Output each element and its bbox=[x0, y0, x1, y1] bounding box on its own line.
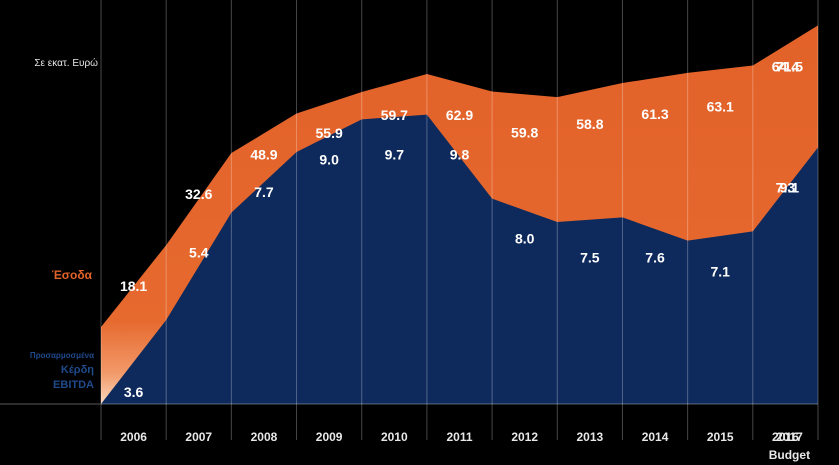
legend-ebitda-label: Προσαρμοσμένα Κέρδη EBITDA bbox=[4, 348, 94, 393]
x-tick-label: 2012 bbox=[511, 430, 538, 444]
revenue-data-label: 71.5 bbox=[776, 58, 803, 74]
revenue-data-label: 61.3 bbox=[641, 106, 668, 122]
ebitda-data-label: 9.7 bbox=[385, 147, 405, 163]
x-tick-label: 2016 bbox=[772, 430, 799, 444]
ebitda-data-label: 3.6 bbox=[124, 384, 144, 400]
ebitda-data-label: 9.0 bbox=[319, 151, 339, 167]
legend-revenue-label: Έσοδα bbox=[51, 268, 92, 282]
revenue-data-label: 48.9 bbox=[250, 147, 277, 163]
ebitda-data-label: 9.1 bbox=[780, 179, 800, 195]
revenue-data-label: 59.8 bbox=[511, 124, 538, 140]
revenue-data-label: 32.6 bbox=[185, 186, 212, 202]
legend-ebitda-line1: Προσαρμοσμένα bbox=[29, 351, 94, 360]
revenue-data-label: 59.7 bbox=[381, 107, 408, 123]
x-tick-label: 2009 bbox=[316, 430, 343, 444]
revenue-data-label: 63.1 bbox=[707, 99, 734, 115]
ebitda-data-label: 7.6 bbox=[645, 249, 665, 265]
x-tick-label: 2011 bbox=[446, 430, 472, 444]
x-tick-label: 2014 bbox=[642, 430, 669, 444]
ebitda-data-label: 7.5 bbox=[580, 249, 600, 265]
x-tick-label: 2015 bbox=[707, 430, 734, 444]
ebitda-data-label: 9.8 bbox=[450, 147, 470, 163]
revenue-data-label: 18.1 bbox=[120, 278, 147, 294]
ebitda-area bbox=[101, 114, 818, 405]
x-tick-label: 2008 bbox=[251, 430, 278, 444]
revenue-data-label: 64.4 bbox=[772, 58, 799, 74]
x-tick-label: 2017 bbox=[776, 430, 803, 444]
unit-label: Σε εκατ. Ευρώ bbox=[34, 58, 98, 69]
x-tick-sublabel: Budget bbox=[769, 448, 810, 462]
x-tick-label: 2006 bbox=[120, 430, 147, 444]
ebitda-data-label: 7.1 bbox=[710, 263, 730, 279]
legend-ebitda-line3: EBITDA bbox=[53, 379, 94, 391]
revenue-data-label: 62.9 bbox=[446, 107, 473, 123]
x-tick-label: 2013 bbox=[577, 430, 604, 444]
ebitda-data-label: 7.3 bbox=[776, 179, 796, 195]
x-tick-label: 2010 bbox=[381, 430, 408, 444]
legend-ebitda-line2: Κέρδη bbox=[60, 364, 94, 376]
ebitda-data-label: 5.4 bbox=[189, 245, 209, 261]
ebitda-data-label: 8.0 bbox=[515, 231, 535, 247]
x-tick-label: 2007 bbox=[185, 430, 212, 444]
revenue-data-label: 55.9 bbox=[316, 125, 343, 141]
revenue-data-label: 58.8 bbox=[576, 116, 603, 132]
ebitda-data-label: 7.7 bbox=[254, 184, 274, 200]
